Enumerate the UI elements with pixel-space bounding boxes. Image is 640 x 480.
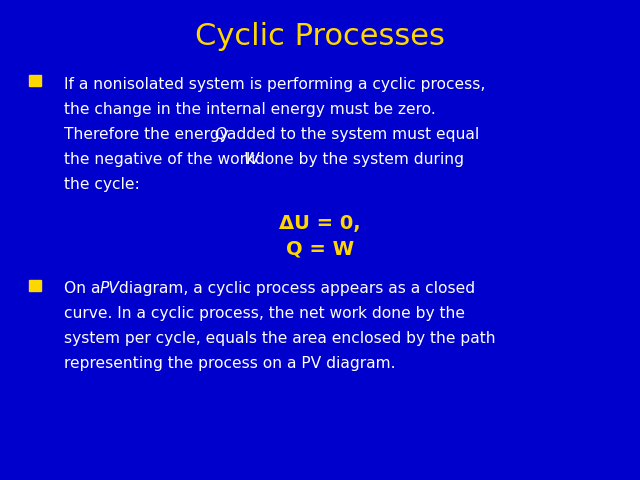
Text: If a nonisolated system is performing a cyclic process,: If a nonisolated system is performing a … <box>64 77 485 92</box>
Bar <box>29 75 41 86</box>
Text: the negative of the work: the negative of the work <box>64 152 260 167</box>
Text: the change in the internal energy must be zero.: the change in the internal energy must b… <box>64 102 436 117</box>
Text: curve. In a cyclic process, the net work done by the: curve. In a cyclic process, the net work… <box>64 306 465 322</box>
Bar <box>29 279 41 291</box>
Text: On a: On a <box>64 281 106 297</box>
Text: the cycle:: the cycle: <box>64 177 140 192</box>
Text: Therefore the energy: Therefore the energy <box>64 127 234 142</box>
Text: Cyclic Processes: Cyclic Processes <box>195 22 445 50</box>
Text: representing the process on a PV diagram.: representing the process on a PV diagram… <box>64 356 396 372</box>
Text: Q = W: Q = W <box>286 239 354 258</box>
Text: done by the system during: done by the system during <box>250 152 465 167</box>
Text: W: W <box>243 152 259 167</box>
Text: added to the system must equal: added to the system must equal <box>221 127 479 142</box>
Text: system per cycle, equals the area enclosed by the path: system per cycle, equals the area enclos… <box>64 331 495 347</box>
Text: PV: PV <box>100 281 120 297</box>
Text: Q: Q <box>214 127 227 142</box>
Text: ΔU = 0,: ΔU = 0, <box>279 214 361 233</box>
Text: diagram, a cyclic process appears as a closed: diagram, a cyclic process appears as a c… <box>114 281 476 297</box>
